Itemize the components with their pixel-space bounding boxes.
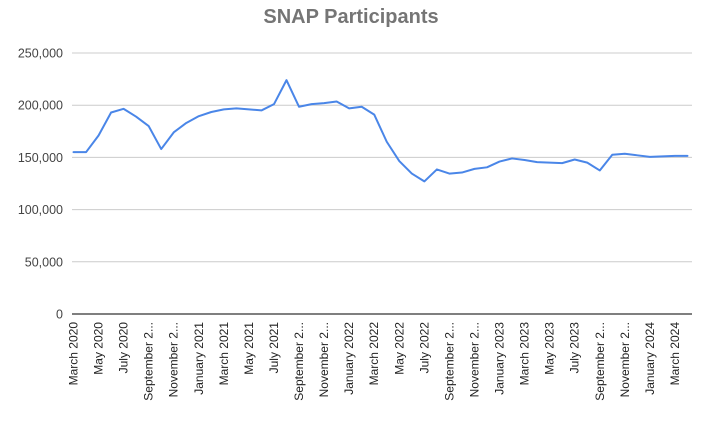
y-axis-ticks: 0 50,000 100,000 150,000 200,000 250,000 [18, 47, 63, 322]
x-tick-label: November 2... [167, 322, 181, 397]
x-tick-label: July 2020 [117, 322, 131, 374]
y-tick-label: 100,000 [18, 203, 63, 217]
x-tick-label: July 2022 [417, 322, 431, 374]
x-tick-label: November 2... [618, 322, 632, 397]
x-tick-label: September 2... [593, 322, 607, 401]
series-layer [72, 79, 689, 183]
x-tick-label: November 2... [317, 322, 331, 397]
x-tick-label: September 2... [292, 322, 306, 401]
x-tick-label: September 2... [442, 322, 456, 401]
x-tick-label: May 2023 [543, 322, 557, 375]
x-tick-label: May 2020 [92, 322, 106, 375]
y-tick-label: 50,000 [25, 255, 63, 269]
x-tick-label: July 2021 [267, 322, 281, 374]
x-tick-label: March 2023 [518, 322, 532, 386]
y-tick-label: 150,000 [18, 151, 63, 165]
gridlines [72, 52, 692, 315]
chart-title: SNAP Participants [263, 6, 439, 28]
x-tick-label: May 2021 [242, 322, 256, 375]
x-axis-ticks: March 2020 May 2020 July 2020 September 2..… [67, 322, 682, 401]
x-tick-label: January 2021 [192, 322, 206, 395]
x-tick-label: March 2021 [217, 322, 231, 386]
y-tick-label: 250,000 [18, 47, 63, 61]
x-tick-label: November 2... [467, 322, 481, 397]
x-tick-label: March 2022 [367, 322, 381, 386]
x-tick-label: March 2020 [67, 322, 81, 386]
x-tick-label: September 2... [142, 322, 156, 401]
x-tick-label: January 2024 [643, 322, 657, 395]
x-tick-label: January 2022 [342, 322, 356, 395]
y-tick-label: 200,000 [18, 99, 63, 113]
x-tick-label: July 2023 [568, 322, 582, 374]
x-tick-label: May 2022 [392, 322, 406, 375]
x-tick-label: January 2023 [493, 322, 507, 395]
x-tick-label: March 2024 [668, 322, 682, 386]
series-line [72, 79, 689, 183]
y-tick-label: 0 [56, 308, 63, 322]
